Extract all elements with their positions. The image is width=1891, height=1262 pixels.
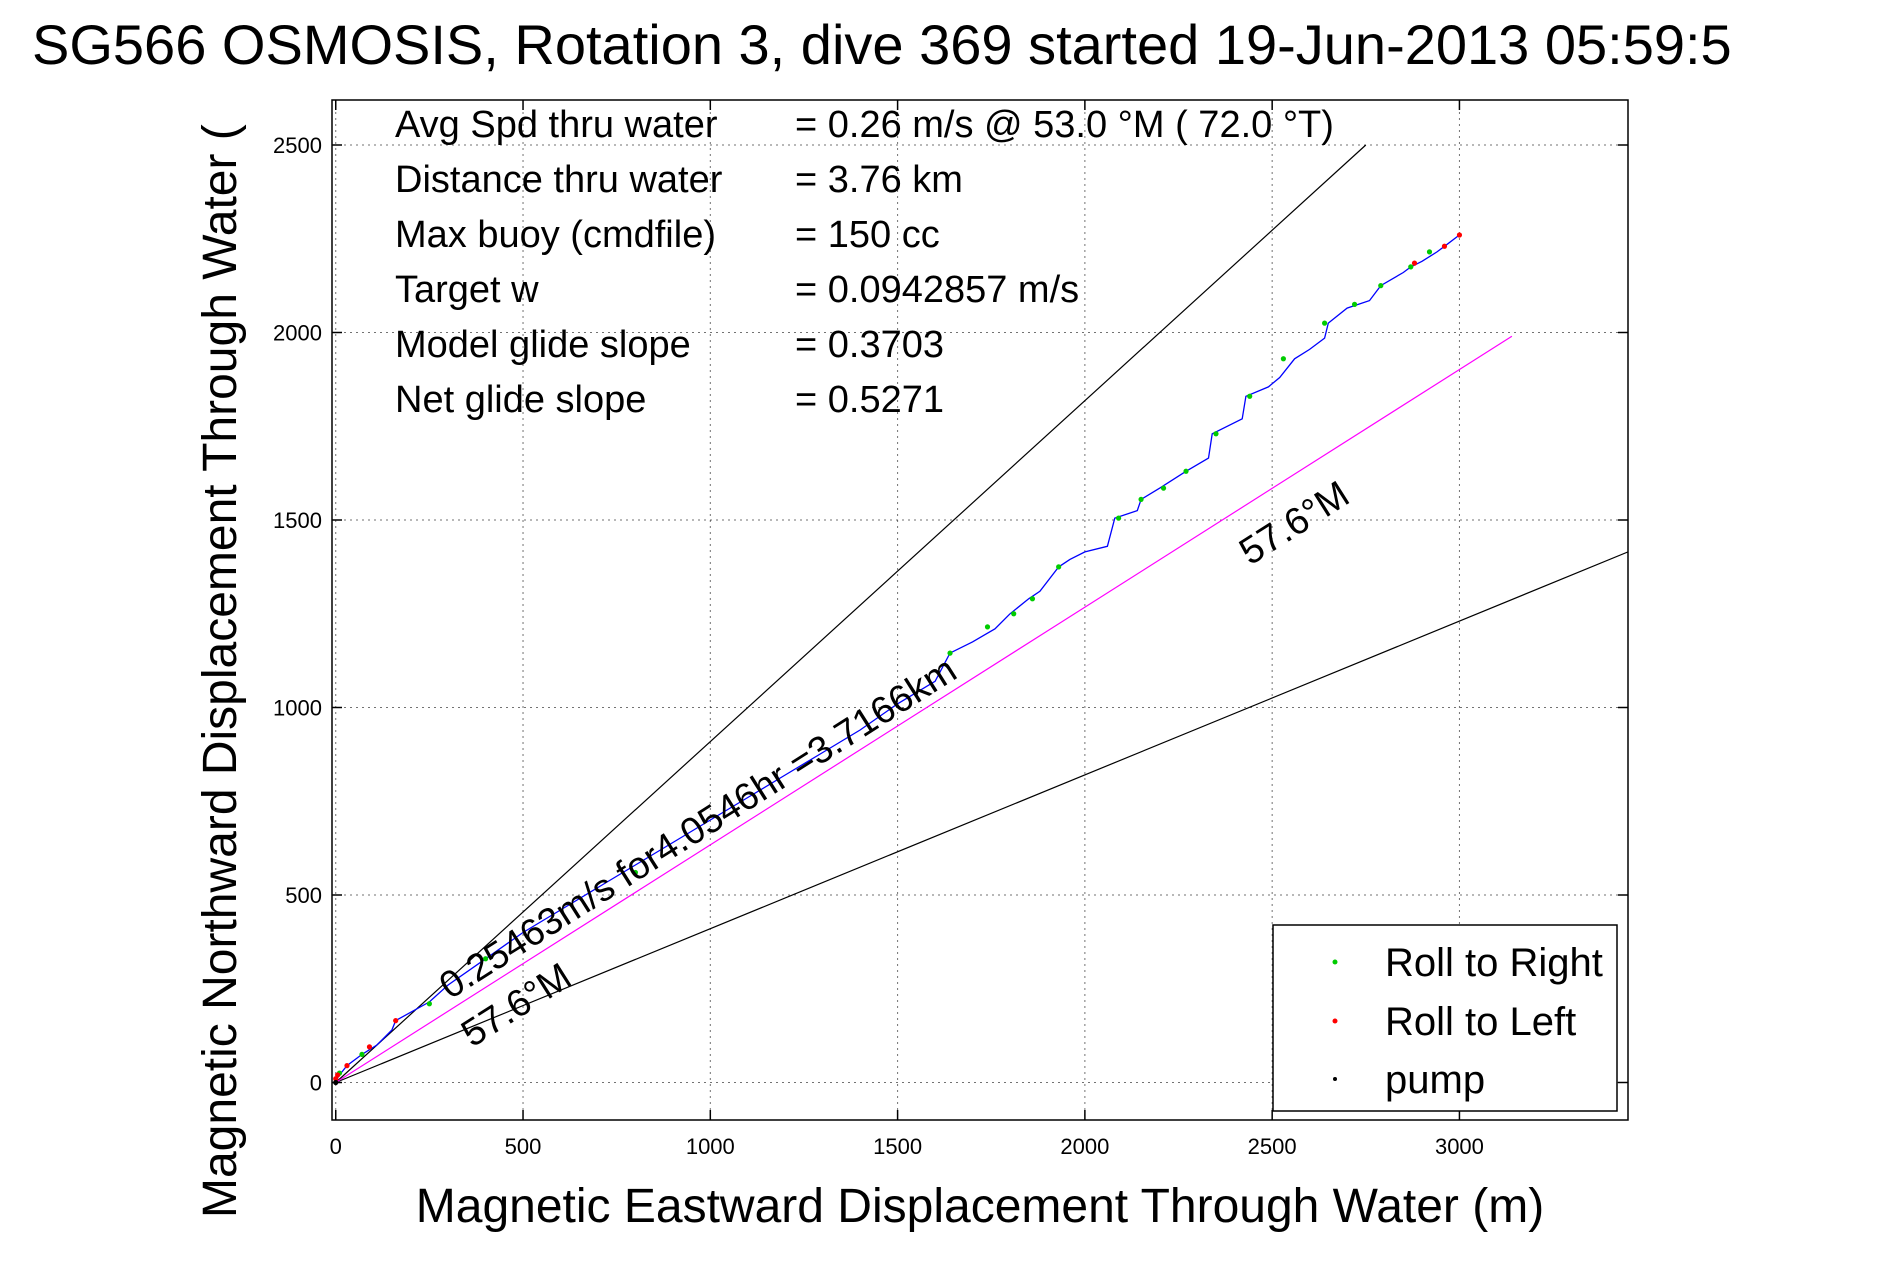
x-tick-label: 0 (330, 1134, 342, 1159)
grid-lines (332, 100, 1628, 1120)
y-tick-label: 2000 (273, 321, 322, 346)
marker-roll-to-left (393, 1018, 399, 1024)
marker-roll-to-right (984, 624, 991, 630)
legend-box (1272, 924, 1618, 1112)
marker-roll-to-left (344, 1063, 350, 1069)
marker-roll-to-right (1408, 264, 1414, 270)
reference-line (335, 335, 1513, 1084)
info-value-max-buoy: = 150 cc (795, 214, 940, 256)
marker-roll-to-right (1426, 249, 1433, 255)
x-tick-label: 1000 (686, 1134, 735, 1159)
reference-lines (335, 144, 1628, 1084)
marker-roll-to-right (1056, 564, 1062, 570)
x-tick-label: 2500 (1248, 1134, 1297, 1159)
marker-roll-to-left (335, 1072, 341, 1078)
marker-roll-to-left (1411, 260, 1418, 266)
y-tick-label: 1500 (273, 508, 322, 533)
x-tick-label: 1500 (873, 1134, 922, 1159)
legend-label-pump: pump (1385, 1058, 1485, 1102)
y-tick-label: 500 (285, 883, 322, 908)
info-label-max-buoy: Max buoy (cmdfile) (395, 214, 716, 256)
chart-title: SG566 OSMOSIS, Rotation 3, dive 369 star… (32, 13, 1732, 76)
legend-marker-pump (1333, 1077, 1337, 1081)
x-tick-label: 3000 (1435, 1134, 1484, 1159)
marker-roll-to-right (1213, 431, 1219, 437)
marker-roll-to-right (1011, 611, 1017, 617)
marker-roll-to-left (366, 1044, 373, 1050)
legend: Roll to Right Roll to Left pump (1272, 924, 1618, 1112)
marker-roll-to-left (1456, 232, 1463, 238)
y-tick-label: 1000 (273, 696, 322, 721)
marker-roll-to-right (1029, 596, 1036, 602)
marker-pump (333, 1079, 339, 1086)
marker-roll-to-right (482, 956, 489, 962)
marker-roll-to-right (1138, 496, 1144, 502)
marker-roll-to-right (947, 650, 953, 656)
marker-roll-to-right (1160, 485, 1167, 491)
legend-marker-roll-left (1332, 1018, 1338, 1024)
marker-roll-to-left (1441, 243, 1448, 249)
info-label-target-w: Target w (395, 269, 539, 311)
y-tick-label: 0 (310, 1071, 322, 1096)
marker-roll-to-right (1115, 515, 1122, 521)
info-value-distance: = 3.76 km (795, 159, 963, 201)
info-label-model-glide: Model glide slope (395, 324, 691, 366)
axis-ticks: 0 500 1000 1500 2000 2500 3000 0 500 1000 1500 2000… (273, 100, 1628, 1159)
track-lines (335, 234, 1460, 1081)
reference-line (335, 551, 1628, 1084)
info-label-avg-speed: Avg Spd thru water (395, 104, 718, 146)
x-tick-label: 2000 (1060, 1134, 1109, 1159)
info-value-model-glide: = 0.3703 (795, 324, 944, 366)
x-axis-label: Magnetic Eastward Displacement Through W… (416, 1180, 1544, 1233)
glider-track-line (335, 234, 1460, 1081)
info-value-avg-speed: = 0.26 m/s @ 53.0 °M ( 72.0 °T) (795, 104, 1334, 146)
marker-roll-to-right (1280, 356, 1286, 362)
reference-line (335, 144, 1367, 1083)
marker-roll-to-right (1247, 393, 1253, 399)
series-markers (333, 232, 1463, 1086)
info-value-target-w: = 0.0942857 m/s (795, 269, 1079, 311)
y-tick-label: 2500 (273, 133, 322, 158)
marker-roll-to-right (1322, 320, 1328, 326)
dive-info-block: Avg Spd thru water = 0.26 m/s @ 53.0 °M … (395, 104, 1334, 421)
info-value-net-glide: = 0.5271 (795, 379, 944, 421)
marker-roll-to-right (1351, 301, 1358, 307)
legend-label-roll-left: Roll to Left (1385, 1000, 1576, 1044)
marker-roll-to-right (426, 1001, 432, 1007)
y-axis-label: Magnetic Northward Displacement Through … (194, 124, 247, 1218)
info-label-net-glide: Net glide slope (395, 379, 646, 421)
marker-roll-to-right (1378, 283, 1384, 289)
marker-roll-to-right (1183, 468, 1189, 474)
marker-roll-to-right (359, 1051, 365, 1057)
legend-label-roll-right: Roll to Right (1385, 941, 1603, 985)
x-tick-label: 500 (505, 1134, 542, 1159)
legend-marker-roll-right (1332, 959, 1338, 965)
info-label-distance: Distance thru water (395, 159, 723, 201)
marker-roll-to-right (632, 869, 638, 876)
